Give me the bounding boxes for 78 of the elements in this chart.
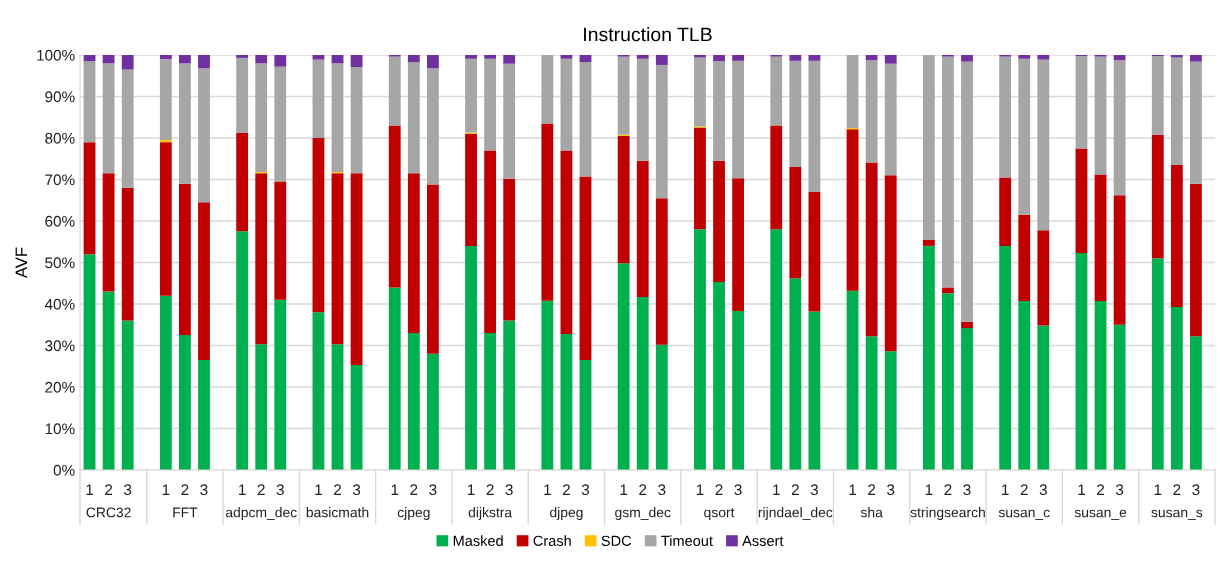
x-tick-label: 1 [1154,484,1162,495]
x-tick-label: 1 [162,484,170,495]
text: susan_s [1151,509,1203,520]
x-tick-label: 2 [486,484,494,495]
x-tick-label: 2 [1173,484,1181,495]
x-tick-label: 3 [124,484,132,496]
x-tick-label: 1 [925,484,933,495]
x-tick-label: 1 [696,484,704,495]
x-tick-label: 2 [257,484,265,495]
x-tick-label: 2 [715,484,723,495]
y-tick-label: 70% [45,174,75,186]
x-tick-label: 3 [658,484,666,496]
x-tick-label: 3 [1115,484,1124,496]
x-tick-label: 2 [639,484,647,495]
text: susan_e [1074,509,1127,520]
x-tick-label: 2 [562,484,570,495]
y-tick-label: 30% [45,340,75,352]
text: FFT [173,507,198,518]
legend-label: Masked [453,535,503,546]
legend-label: Timeout [661,535,713,546]
chart-title: Instruction TLB [584,27,712,42]
y-tick-label: 60% [45,215,75,227]
x-tick-label: 1 [467,484,475,495]
x-tick-label: 3 [352,484,361,496]
legend-label: Assert [742,535,784,546]
legend-label: SDC [601,535,632,546]
x-tick-label: 1 [1078,484,1085,495]
x-tick-label: 1 [239,484,246,495]
y-tick-label: 90% [45,91,75,103]
text: adpcm_dec [225,507,297,521]
x-tick-label: 1 [620,484,628,495]
x-tick-label: 1 [86,484,94,495]
text: rijndael_dec [758,507,833,521]
x-tick-label: 2 [868,484,876,495]
x-tick-label: 1 [544,484,551,495]
y-tick-label: 0% [53,464,75,476]
x-tick-label: 1 [849,484,857,495]
y-tick-label: 100% [37,49,75,61]
x-tick-label: 3 [810,484,818,496]
text: basicmath [306,507,369,518]
x-tick-label: 3 [734,484,742,496]
text: CRC32 [86,507,131,518]
x-tick-label: 2 [1020,484,1028,495]
x-tick-label: 3 [963,484,971,496]
x-tick-label: 1 [315,484,322,495]
x-tick-label: 2 [105,484,113,495]
x-tick-label: 2 [334,484,341,495]
text: gsm_dec [615,507,671,521]
x-tick-label: 3 [429,484,437,496]
text: sha [860,507,883,518]
y-tick-label: 40% [44,298,75,310]
y-tick-label: 80% [45,132,75,144]
x-tick-label: 3 [1192,484,1200,496]
x-tick-label: 2 [410,484,418,495]
x-tick-label: 2 [181,484,189,495]
y-tick-label: 50% [45,257,75,269]
x-tick-label: 3 [276,484,284,496]
x-tick-label: 3 [887,484,895,496]
x-tick-label: 1 [1002,484,1009,495]
text: cjpeg [397,507,430,521]
x-tick-label: 2 [791,484,799,495]
text: djpeg [550,507,583,521]
x-tick-label: 2 [944,484,952,495]
text: susan_c [998,509,1050,520]
y-tick-label: 20% [45,381,75,393]
x-tick-label: 1 [391,484,399,495]
x-tick-label: 3 [1039,484,1047,496]
legend-label: Crash [533,535,571,546]
y-axis-title: AVF [15,247,28,279]
y-tick-label: 10% [45,423,75,435]
text: stringsearch [910,507,985,521]
text: dijkstra [468,507,513,521]
text: qsort [704,508,735,521]
x-tick-label: 3 [581,484,590,496]
x-tick-label: 3 [505,484,513,496]
x-tick-label: 1 [773,484,780,495]
x-tick-label: 3 [200,484,208,496]
x-tick-label: 2 [1097,484,1105,495]
